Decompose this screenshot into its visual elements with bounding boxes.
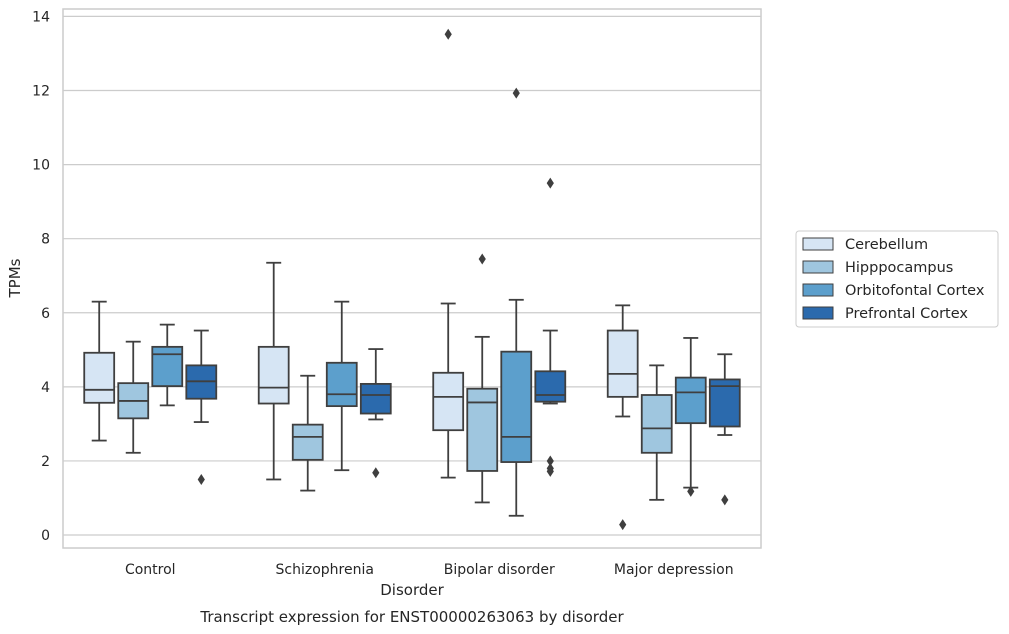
box-group (708, 353, 741, 506)
y-tick-labels: 0 2 4 6 8 10 12 14 (32, 9, 50, 544)
outlier-point (546, 465, 554, 477)
outlier-point (372, 467, 380, 479)
box-group (534, 177, 567, 477)
outlier-point (721, 494, 729, 506)
box-group (640, 364, 673, 501)
box (432, 371, 465, 432)
box-group (325, 300, 358, 472)
box (674, 376, 707, 425)
box (466, 387, 499, 472)
legend-label: Orbitofontal Cortex (845, 283, 985, 299)
box-group (151, 323, 184, 407)
box (359, 382, 392, 415)
box (291, 423, 324, 461)
box-group (432, 28, 465, 479)
y-tick-label: 2 (41, 454, 50, 470)
box-group (291, 374, 324, 492)
legend-label: Prefrontal Cortex (845, 306, 968, 322)
outlier-point (197, 473, 205, 485)
legend: Cerebellum Hipppocampus Orbitofontal Corte… (795, 230, 999, 328)
box-group (117, 340, 150, 454)
y-axis-title: TPMs (6, 258, 24, 298)
box-group (674, 337, 707, 497)
x-axis-title: Disorder (380, 581, 444, 599)
box-group (359, 348, 392, 479)
outlier-point (444, 28, 452, 40)
box (325, 361, 358, 408)
box (640, 394, 673, 454)
y-tick-label: 10 (32, 158, 50, 174)
legend-label: Cerebellum (845, 237, 928, 253)
legend-items: Cerebellum Hipppocampus Orbitofontal Corte… (802, 237, 985, 322)
y-tick-label: 14 (32, 9, 50, 25)
x-tick-label: Bipolar disorder (444, 562, 555, 578)
box (606, 329, 639, 398)
outlier-point (512, 87, 520, 99)
box (83, 351, 116, 404)
outlier-point (687, 485, 695, 497)
outlier-point (478, 253, 486, 265)
x-tick-labels: Control Schizophrenia Bipolar disorder Majo… (125, 562, 734, 578)
box (534, 370, 567, 403)
box-group (606, 304, 639, 531)
chart-caption: Transcript expression for ENST0000026306… (199, 608, 624, 626)
legend-swatch (802, 283, 834, 297)
legend-frame (795, 230, 999, 328)
y-tick-label: 6 (41, 306, 50, 322)
y-tick-label: 0 (41, 528, 50, 544)
y-tick-label: 8 (41, 232, 50, 248)
x-tick-label: Schizophrenia (276, 562, 374, 578)
legend-swatch (802, 260, 834, 274)
legend-swatch (802, 306, 834, 320)
box-groups (83, 28, 741, 531)
outlier-point (619, 519, 627, 531)
box-group (83, 300, 116, 442)
box (151, 345, 184, 388)
y-tick-label: 12 (32, 83, 50, 99)
box (257, 345, 290, 405)
box-group (257, 261, 290, 481)
y-tick-label: 4 (41, 380, 50, 396)
x-tick-label: Major depression (614, 562, 734, 578)
box-group (500, 87, 533, 517)
legend-label: Hipppocampus (845, 260, 953, 276)
box-group (466, 253, 499, 504)
box (500, 350, 533, 463)
legend-swatch (802, 237, 834, 251)
box-group (185, 329, 218, 485)
outlier-point (546, 177, 554, 189)
box (708, 378, 741, 428)
outlier-point (546, 455, 554, 467)
x-tick-label: Control (125, 562, 176, 578)
plot-frame (62, 8, 762, 549)
